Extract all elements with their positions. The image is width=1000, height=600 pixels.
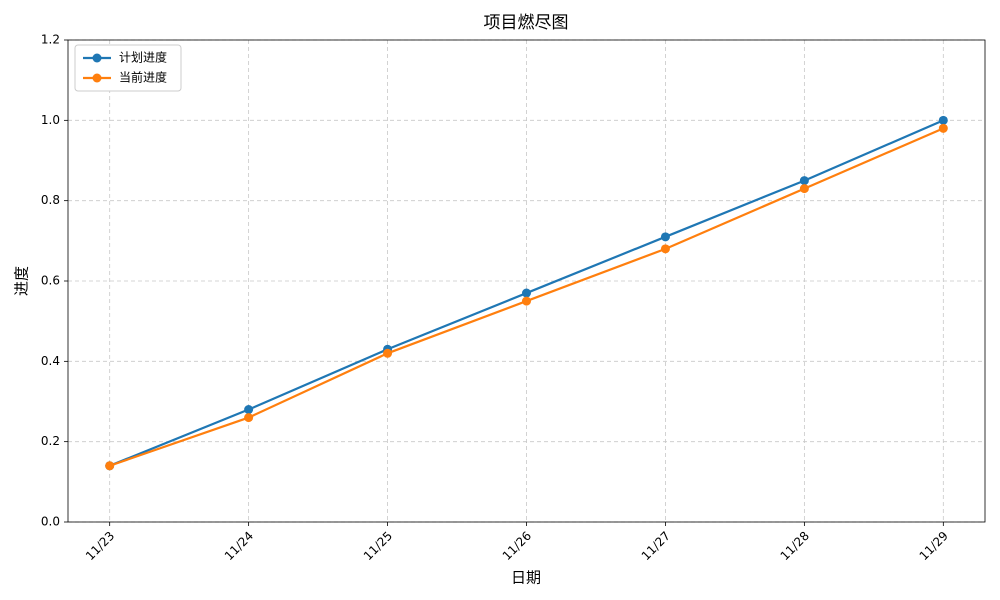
legend-label: 当前进度 [119, 70, 167, 85]
point [660, 244, 670, 254]
y-tick-label: 0.4 [41, 354, 60, 368]
y-tick-label: 0.0 [41, 515, 60, 529]
point [938, 123, 948, 133]
legend-box [74, 44, 182, 92]
legend-marker [92, 73, 102, 83]
y-tick-label: 0.6 [41, 274, 60, 288]
y-tick-label: 1.2 [41, 33, 60, 47]
y-axis-label: 进度 [13, 266, 31, 296]
point [660, 232, 670, 242]
point [938, 115, 948, 125]
point [522, 296, 531, 306]
legend-label: 计划进度 [119, 50, 167, 65]
y-tick-label: 1.0 [41, 113, 60, 127]
chart-title: 项目燃尽图 [484, 13, 569, 33]
point [799, 184, 809, 194]
y-tick-label: 0.2 [41, 434, 60, 448]
point [522, 288, 531, 298]
point [244, 405, 254, 415]
point [799, 176, 809, 186]
legend-marker [92, 53, 102, 63]
point [244, 413, 254, 423]
point [105, 461, 115, 471]
plot-frame [67, 39, 986, 523]
y-tick-label: 0.8 [41, 193, 60, 207]
point [383, 348, 393, 358]
x-axis-label: 日期 [511, 569, 541, 587]
